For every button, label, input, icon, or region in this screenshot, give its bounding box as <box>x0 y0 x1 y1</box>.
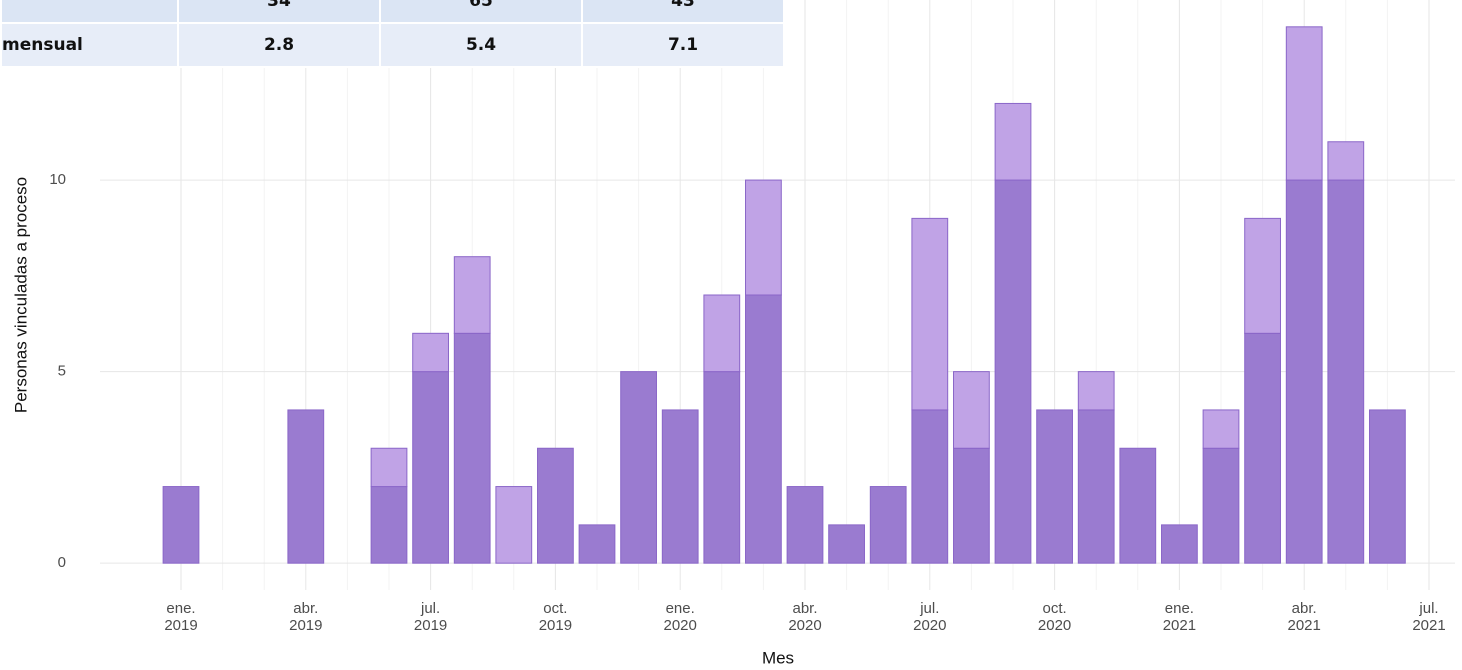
x-tick-label: abr. 2019 <box>289 600 323 634</box>
bar-segment <box>1244 217 1281 334</box>
bar-segment <box>1327 179 1365 564</box>
cell: 7.1 <box>581 22 785 68</box>
bar-segment <box>661 409 699 564</box>
x-tick-label: jul. 2020 <box>913 600 947 634</box>
bar-segment <box>1285 179 1323 564</box>
bar-segment <box>703 294 741 373</box>
summary-table: 34 65 43 mensual 2.8 5.4 7.1 <box>0 0 785 68</box>
cell <box>0 0 179 24</box>
table-row: 34 65 43 <box>0 0 785 24</box>
bar-segment <box>745 179 782 296</box>
y-axis-label: Personas vinculadas a proceso <box>11 177 30 413</box>
bar-segment <box>1077 409 1115 564</box>
bar-segment <box>869 486 907 564</box>
bar-segment <box>1161 524 1198 564</box>
y-tick-label: 5 <box>58 363 66 380</box>
bar-segment <box>994 179 1032 564</box>
x-axis-label: Mes <box>762 648 794 667</box>
bar-segment <box>1244 332 1281 564</box>
x-tick-label: abr. 2020 <box>788 600 822 634</box>
y-tick-label: 10 <box>49 171 66 188</box>
x-tick-label: oct. 2019 <box>538 600 573 634</box>
x-tick-label: jul. 2019 <box>413 600 448 634</box>
x-tick-label: ene. 2021 <box>1162 600 1197 634</box>
bar-segment <box>370 486 408 564</box>
cell: 65 <box>379 0 583 24</box>
bar-segment <box>911 217 949 411</box>
bar-segment <box>1202 409 1240 449</box>
bar-segment <box>578 524 616 564</box>
bar-segment <box>953 371 990 449</box>
cell: 34 <box>177 0 381 24</box>
bar-segment <box>412 371 449 564</box>
bar-segment <box>412 332 449 373</box>
cell: 43 <box>581 0 785 24</box>
x-tick-label: ene. 2020 <box>663 600 697 634</box>
cell: 5.4 <box>379 22 583 68</box>
bar-segment <box>453 256 491 334</box>
bar-segment <box>703 371 741 564</box>
table-row: mensual 2.8 5.4 7.1 <box>0 22 785 68</box>
bar-segment <box>1077 371 1115 411</box>
bar-segment <box>620 371 657 564</box>
cell: 2.8 <box>177 22 381 68</box>
bar-segment <box>1285 26 1323 181</box>
bar-segment <box>1327 141 1365 181</box>
bar-segment <box>1119 447 1157 564</box>
bar-segment <box>1202 447 1240 564</box>
x-tick-label: oct. 2020 <box>1037 600 1072 634</box>
x-tick-label: jul. 2021 <box>1412 600 1446 634</box>
bar-segment <box>162 486 200 564</box>
bar-segment <box>1036 409 1073 564</box>
bar-segment <box>745 294 782 564</box>
x-tick-label: abr. 2021 <box>1287 600 1321 634</box>
bar-segment <box>994 102 1032 181</box>
bar-segment <box>911 409 949 564</box>
bar-segment <box>953 447 990 564</box>
bar-segment <box>537 447 574 564</box>
y-tick-label: 0 <box>58 554 66 571</box>
cell: mensual <box>0 22 179 68</box>
bar-segment <box>453 332 491 564</box>
bar-segment <box>287 409 325 564</box>
bar-segment <box>370 447 408 488</box>
x-tick-label: ene. 2019 <box>164 600 198 634</box>
bar-segment <box>495 486 533 564</box>
bar-segment <box>786 486 824 564</box>
bar-segment <box>1369 409 1406 564</box>
bar-segment <box>828 524 865 564</box>
